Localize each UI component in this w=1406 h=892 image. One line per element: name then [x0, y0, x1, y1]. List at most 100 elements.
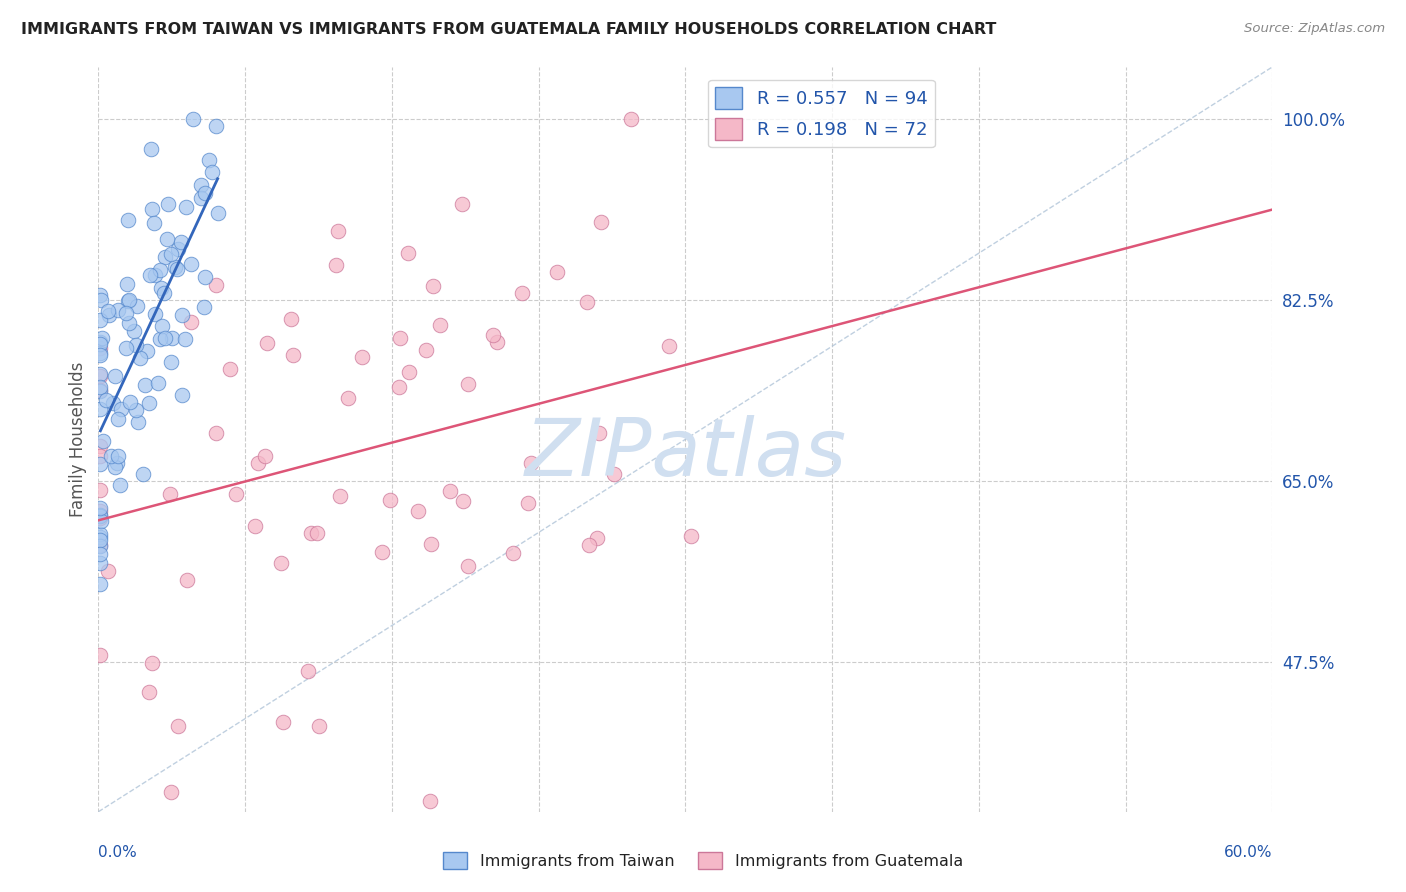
Point [129, 351, 152, 366]
Point [422, 279, 444, 293]
Point [97, 309, 120, 323]
Point [127, 416, 149, 430]
Point [89, 439, 111, 453]
Point [143, 216, 166, 230]
Point [153, 285, 176, 300]
Point [118, 293, 141, 307]
Point [159, 486, 181, 500]
Point [89, 539, 111, 553]
Point [155, 331, 177, 345]
Point [457, 377, 479, 392]
Point [117, 277, 139, 291]
Point [326, 224, 349, 238]
Point [104, 460, 127, 475]
Point [486, 335, 509, 350]
Point [89, 336, 111, 351]
Point [103, 368, 125, 383]
Point [481, 328, 503, 343]
Point [165, 260, 187, 274]
Point [325, 258, 347, 272]
Point [156, 232, 179, 246]
Point [107, 411, 129, 425]
Point [89, 511, 111, 525]
Point [135, 343, 157, 358]
Point [150, 280, 173, 294]
Point [89, 530, 111, 544]
Point [125, 337, 148, 351]
Point [149, 262, 172, 277]
Point [502, 546, 524, 560]
Point [145, 307, 167, 321]
Point [225, 487, 247, 501]
Point [174, 200, 197, 214]
Point [254, 449, 277, 463]
Point [510, 285, 533, 300]
Point [101, 396, 124, 410]
Point [620, 112, 643, 126]
Point [280, 311, 302, 326]
Point [89, 457, 111, 471]
Point [89, 557, 111, 571]
Point [149, 332, 172, 346]
Point [91, 434, 114, 449]
Point [576, 295, 599, 310]
Point [270, 556, 292, 570]
Point [134, 378, 156, 392]
Point [89, 368, 111, 383]
Point [243, 518, 266, 533]
Point [107, 302, 129, 317]
Point [90, 293, 112, 307]
Point [205, 278, 228, 293]
Text: Source: ZipAtlas.com: Source: ZipAtlas.com [1244, 22, 1385, 36]
Point [247, 456, 270, 470]
Point [329, 489, 352, 503]
Point [520, 456, 543, 470]
Point [194, 269, 217, 284]
Point [125, 403, 148, 417]
Point [132, 467, 155, 481]
Point [450, 197, 472, 211]
Point [139, 268, 162, 283]
Point [89, 504, 111, 518]
Point [118, 395, 141, 409]
Point [181, 112, 204, 126]
Point [89, 313, 111, 327]
Point [100, 449, 122, 463]
Point [166, 719, 188, 733]
Point [201, 164, 224, 178]
Point [420, 536, 443, 550]
Point [256, 335, 278, 350]
Legend: Immigrants from Taiwan, Immigrants from Guatemala: Immigrants from Taiwan, Immigrants from … [436, 846, 970, 875]
Point [97, 304, 120, 318]
Point [586, 531, 609, 545]
Point [89, 288, 111, 302]
Y-axis label: Family Households: Family Households [69, 361, 87, 517]
Point [138, 395, 160, 409]
Point [89, 384, 111, 399]
Point [308, 719, 330, 733]
Point [194, 186, 217, 200]
Point [89, 538, 111, 552]
Point [591, 215, 613, 229]
Point [110, 478, 132, 492]
Point [114, 341, 136, 355]
Point [89, 348, 111, 362]
Point [388, 380, 411, 394]
Point [451, 493, 474, 508]
Point [89, 509, 111, 524]
Point [89, 483, 111, 497]
Point [141, 202, 163, 216]
Text: ZIPatlas: ZIPatlas [524, 415, 846, 493]
Point [90, 331, 112, 345]
Point [117, 213, 139, 227]
Point [180, 316, 202, 330]
Point [603, 467, 626, 481]
Point [190, 190, 212, 204]
Point [155, 250, 177, 264]
Point [336, 391, 359, 405]
Point [419, 794, 441, 808]
Point [166, 261, 188, 276]
Point [170, 387, 193, 401]
Point [297, 664, 319, 678]
Text: IMMIGRANTS FROM TAIWAN VS IMMIGRANTS FROM GUATEMALA FAMILY HOUSEHOLDS CORRELATIO: IMMIGRANTS FROM TAIWAN VS IMMIGRANTS FRO… [21, 22, 997, 37]
